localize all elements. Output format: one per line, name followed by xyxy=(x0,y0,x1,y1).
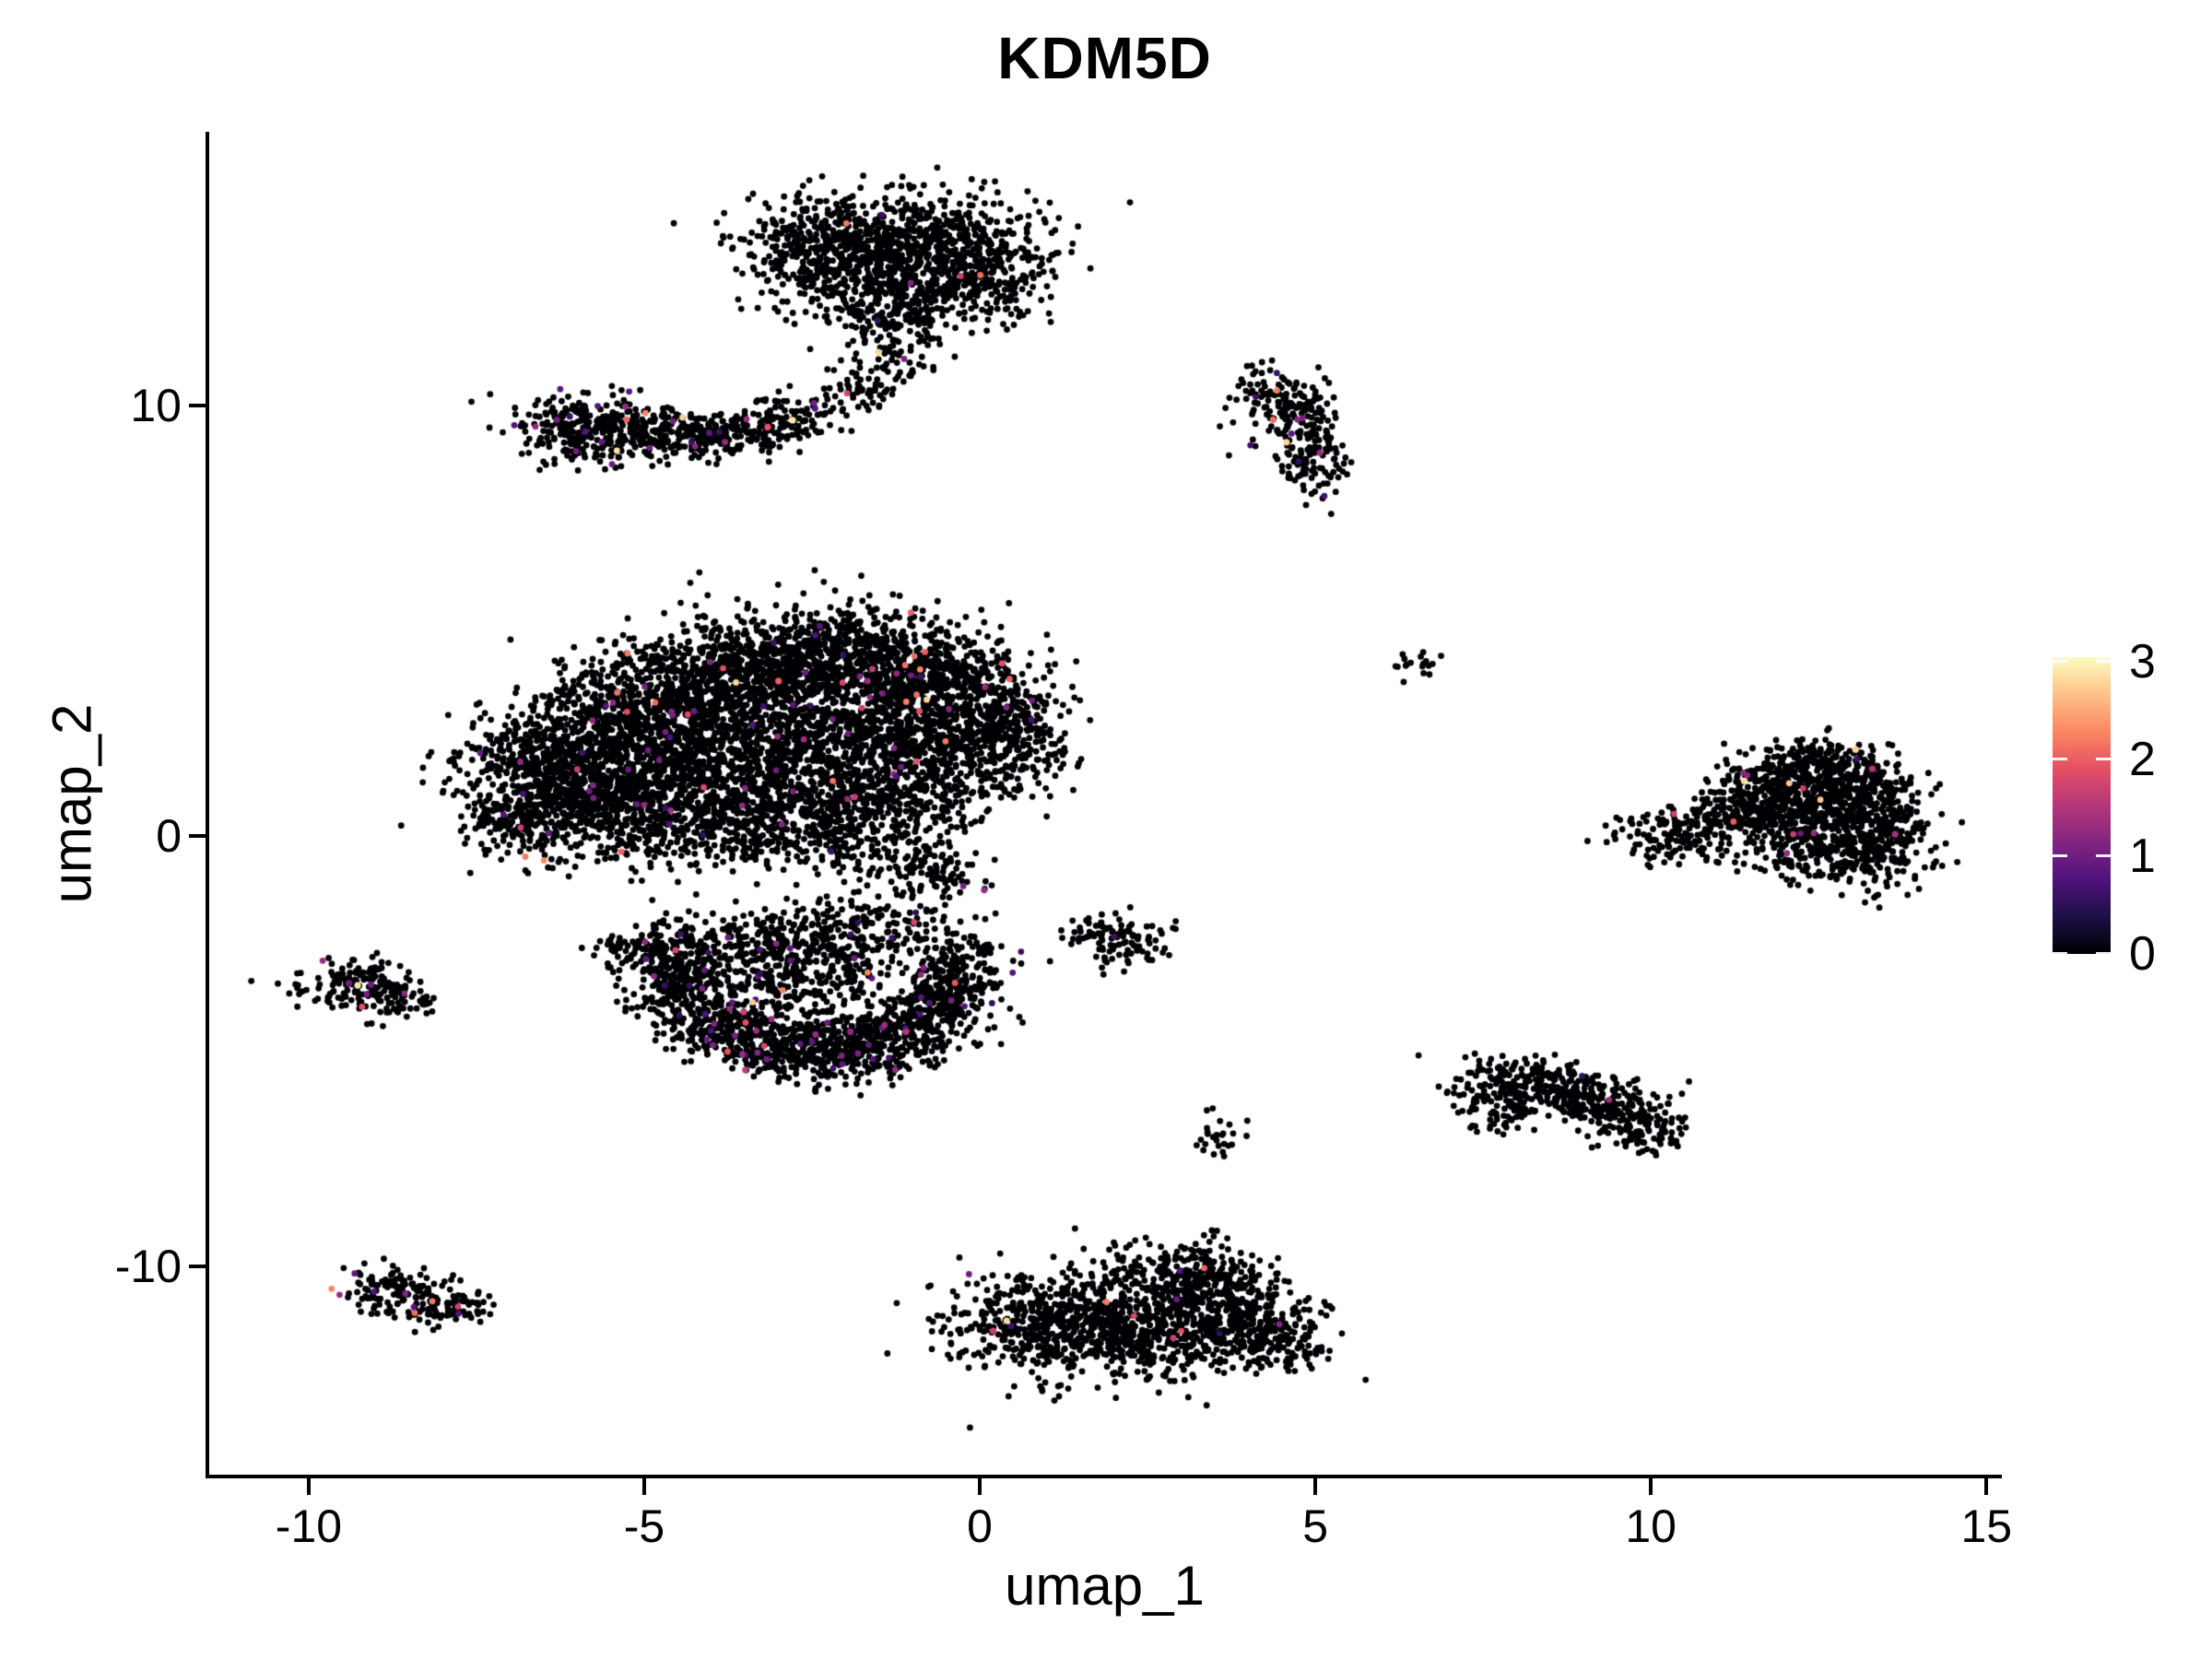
colorbar-tick-mark xyxy=(2096,854,2111,858)
x-tick-label: -10 xyxy=(275,1500,343,1552)
y-tick-mark xyxy=(189,834,206,839)
chart-title: KDM5D xyxy=(997,25,1212,91)
colorbar-tick-mark xyxy=(2053,854,2067,858)
x-tick-label: -5 xyxy=(623,1500,665,1552)
x-tick-mark xyxy=(642,1478,646,1495)
colorbar-tick-label: 3 xyxy=(2129,635,2156,689)
y-axis-line xyxy=(206,132,209,1478)
y-axis-title: umap_2 xyxy=(41,703,103,904)
colorbar-tick-mark xyxy=(2053,757,2067,760)
colorbar-tick-mark xyxy=(2053,660,2067,664)
x-tick-mark xyxy=(306,1478,311,1495)
colorbar-tick-mark xyxy=(2096,952,2111,955)
x-tick-label: 5 xyxy=(1302,1500,1329,1552)
colorbar-tick-label: 1 xyxy=(2129,830,2156,884)
colorbar-tick-mark xyxy=(2096,757,2111,760)
y-tick-label: 10 xyxy=(130,380,182,432)
x-tick-label: 0 xyxy=(967,1500,993,1552)
expression-colorbar xyxy=(2053,657,2111,955)
x-axis-line xyxy=(206,1475,2002,1478)
colorbar-tick-label: 0 xyxy=(2129,927,2156,981)
x-tick-label: 15 xyxy=(1960,1500,2013,1552)
x-tick-mark xyxy=(1649,1478,1653,1495)
colorbar-tick-mark xyxy=(2096,660,2111,664)
umap-scatter-canvas xyxy=(207,132,2002,1477)
x-tick-label: 10 xyxy=(1625,1500,1677,1552)
colorbar-tick-mark xyxy=(2053,952,2067,955)
y-tick-label: -10 xyxy=(114,1241,182,1293)
y-tick-mark xyxy=(189,404,206,408)
y-tick-label: 0 xyxy=(156,810,182,863)
x-tick-mark xyxy=(1984,1478,1989,1495)
colorbar-tick-label: 2 xyxy=(2129,732,2156,786)
x-tick-mark xyxy=(978,1478,982,1495)
x-tick-mark xyxy=(1313,1478,1318,1495)
x-axis-title: umap_1 xyxy=(1005,1555,1205,1617)
y-tick-mark xyxy=(189,1265,206,1269)
